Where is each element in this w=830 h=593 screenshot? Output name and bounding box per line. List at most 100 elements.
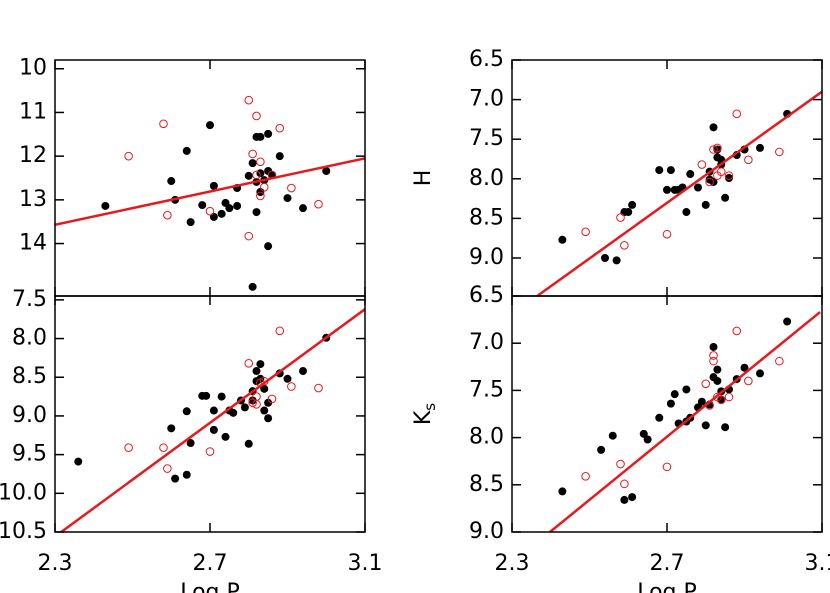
filled-point xyxy=(209,181,218,190)
open-point xyxy=(744,155,753,165)
x-tick-label: 2.3 xyxy=(38,551,73,576)
axes-frame xyxy=(54,59,366,297)
y-tick-label: 7.5 xyxy=(469,377,504,402)
open-point xyxy=(662,229,672,239)
x-axis-label: Log P xyxy=(637,580,697,593)
filled-point xyxy=(639,429,648,438)
filled-point xyxy=(713,376,722,385)
y-tick-label: 9.5 xyxy=(12,442,47,467)
points xyxy=(558,109,792,265)
open-point xyxy=(275,123,285,133)
open-point xyxy=(701,379,711,389)
filled-point xyxy=(240,403,249,412)
filled-point xyxy=(248,282,257,291)
y-tick-label: 7.0 xyxy=(469,87,504,112)
open-point xyxy=(581,472,590,481)
y-tick-label: 8.0 xyxy=(469,166,504,191)
x-tick-label: 2.3 xyxy=(495,551,530,576)
filled-point xyxy=(209,406,218,415)
y-tick-label: 10.5 xyxy=(0,519,47,544)
y-tick-label: 9.0 xyxy=(12,403,47,428)
fit-line xyxy=(60,308,365,532)
filled-point xyxy=(264,414,273,423)
filled-point xyxy=(171,474,180,483)
filled-point xyxy=(721,193,730,202)
y-tick-label: 8.0 xyxy=(12,326,47,351)
open-point xyxy=(709,356,718,366)
filled-point xyxy=(256,360,265,369)
axes-frame xyxy=(511,59,823,297)
filled-point xyxy=(182,470,191,479)
y-tick-label: 8.5 xyxy=(469,472,504,497)
filled-point xyxy=(264,242,273,251)
open-point xyxy=(244,359,254,368)
filled-point xyxy=(206,121,214,130)
x-tick-label: 3.1 xyxy=(348,551,383,576)
y-tick-label: 8.5 xyxy=(12,364,47,389)
points xyxy=(558,317,792,504)
axes-frame xyxy=(54,295,366,533)
open-point xyxy=(616,459,625,469)
y-tick-label: 7.5 xyxy=(12,287,47,312)
axes-frame xyxy=(511,295,823,533)
y-tick-label: 8.5 xyxy=(469,205,504,230)
filled-point xyxy=(225,204,234,213)
filled-point xyxy=(713,365,722,374)
filled-point xyxy=(717,395,726,404)
open-point xyxy=(314,199,323,209)
open-point xyxy=(205,447,215,456)
filled-point xyxy=(701,421,710,430)
x-axis-label: Log P xyxy=(180,580,240,593)
filled-point xyxy=(209,425,218,434)
filled-point xyxy=(597,445,606,454)
filled-point xyxy=(666,166,675,175)
filled-point xyxy=(709,123,718,132)
filled-point xyxy=(740,363,749,372)
panel: 6.5 7.0 7.5 8.0 8.5 9.0 H xyxy=(411,47,823,297)
filled-point xyxy=(202,391,211,400)
filled-point xyxy=(663,185,671,194)
open-point xyxy=(252,392,261,401)
open-point xyxy=(163,210,172,220)
filled-point xyxy=(260,384,269,393)
open-point xyxy=(744,376,753,386)
points xyxy=(74,326,331,483)
open-point xyxy=(287,183,296,193)
open-point xyxy=(248,149,257,159)
filled-point xyxy=(221,432,230,441)
filled-point xyxy=(167,424,176,433)
filled-point xyxy=(783,317,792,326)
open-point xyxy=(713,143,722,153)
panel: 6.5 7.0 7.5 8.0 8.5 9.0 2.3 2.7 3.1 Log P Ks xyxy=(411,283,830,593)
y-tick-label: 10 xyxy=(19,56,47,81)
open-point xyxy=(159,443,168,452)
filled-point xyxy=(217,209,226,218)
filled-point xyxy=(643,435,652,444)
open-point xyxy=(256,157,265,167)
open-point xyxy=(244,95,254,105)
filled-point xyxy=(601,253,609,262)
filled-point xyxy=(682,385,691,394)
open-point xyxy=(697,160,707,169)
y-axis-label-main: H xyxy=(411,170,436,187)
filled-point xyxy=(670,390,679,399)
filled-point xyxy=(299,367,307,376)
filled-point xyxy=(608,431,617,440)
filled-point xyxy=(275,152,284,161)
filled-point xyxy=(252,367,261,376)
filled-point xyxy=(233,201,242,210)
y-tick-label: 9.0 xyxy=(469,245,504,270)
y-tick-label: 7.5 xyxy=(469,126,504,151)
y-axis-label: H xyxy=(411,170,436,187)
open-point xyxy=(775,147,784,157)
y-axis-label-main: K xyxy=(411,410,436,425)
filled-point xyxy=(686,170,695,179)
filled-point xyxy=(167,177,176,186)
y-tick-label: 12 xyxy=(19,143,47,168)
open-point xyxy=(709,351,718,360)
filled-point xyxy=(248,396,257,405)
filled-point xyxy=(756,369,764,378)
filled-point xyxy=(558,487,567,496)
points xyxy=(101,95,331,291)
filled-point xyxy=(74,457,83,466)
